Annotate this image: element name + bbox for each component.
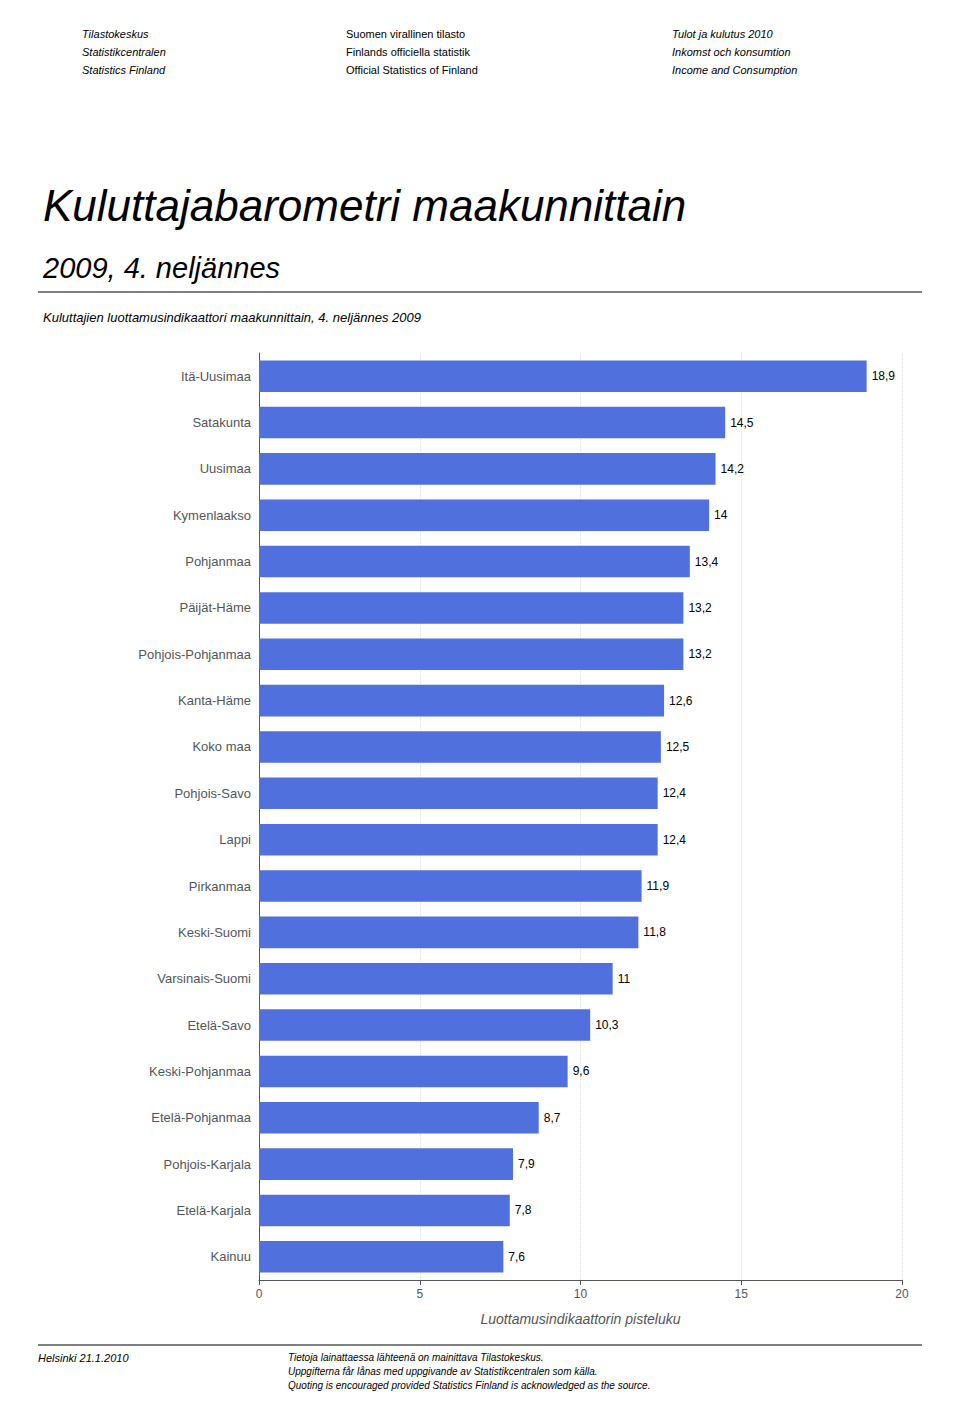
svg-text:Suomen virallinen tilasto: Suomen virallinen tilasto <box>346 28 465 40</box>
svg-text:15: 15 <box>735 1287 749 1301</box>
svg-text:Kainuu: Kainuu <box>211 1249 251 1264</box>
svg-text:Etelä-Pohjanmaa: Etelä-Pohjanmaa <box>151 1110 251 1125</box>
svg-text:20: 20 <box>895 1287 909 1301</box>
svg-text:2009, 4. neljännes: 2009, 4. neljännes <box>42 252 280 284</box>
svg-text:Pohjanmaa: Pohjanmaa <box>185 554 252 569</box>
svg-text:14,2: 14,2 <box>721 462 745 476</box>
svg-text:Itä-Uusimaa: Itä-Uusimaa <box>181 369 252 384</box>
svg-text:Etelä-Karjala: Etelä-Karjala <box>177 1203 252 1218</box>
svg-text:Luottamusindikaattorin pistelu: Luottamusindikaattorin pisteluku <box>480 1311 680 1327</box>
svg-text:11: 11 <box>618 972 631 986</box>
svg-text:0: 0 <box>256 1287 263 1301</box>
svg-text:Uusimaa: Uusimaa <box>200 461 252 476</box>
svg-text:Etelä-Savo: Etelä-Savo <box>187 1018 251 1033</box>
svg-text:Statistikcentralen: Statistikcentralen <box>82 46 166 58</box>
svg-text:7,8: 7,8 <box>515 1203 532 1217</box>
svg-text:5: 5 <box>416 1287 423 1301</box>
svg-text:10,3: 10,3 <box>595 1018 619 1032</box>
svg-text:14,5: 14,5 <box>730 416 754 430</box>
svg-text:Keski-Pohjanmaa: Keski-Pohjanmaa <box>149 1064 252 1079</box>
svg-text:Official Statistics of Finland: Official Statistics of Finland <box>346 64 478 76</box>
svg-text:10: 10 <box>574 1287 588 1301</box>
svg-text:12,4: 12,4 <box>663 786 687 800</box>
svg-text:Pohjois-Karjala: Pohjois-Karjala <box>164 1157 252 1172</box>
svg-text:11,9: 11,9 <box>647 879 670 893</box>
svg-text:Päijät-Häme: Päijät-Häme <box>179 600 251 615</box>
svg-text:Kuluttajabarometri maakunnitta: Kuluttajabarometri maakunnittain <box>43 181 686 230</box>
svg-text:Pirkanmaa: Pirkanmaa <box>189 879 252 894</box>
svg-text:12,6: 12,6 <box>669 694 693 708</box>
svg-text:7,6: 7,6 <box>508 1250 525 1264</box>
svg-text:Varsinais-Suomi: Varsinais-Suomi <box>157 971 251 986</box>
svg-text:13,4: 13,4 <box>695 555 719 569</box>
svg-text:Statistics Finland: Statistics Finland <box>82 64 166 76</box>
svg-text:Keski-Suomi: Keski-Suomi <box>178 925 251 940</box>
svg-text:Satakunta: Satakunta <box>192 415 251 430</box>
svg-text:Lappi: Lappi <box>219 832 251 847</box>
svg-text:Tulot ja kulutus 2010: Tulot ja kulutus 2010 <box>672 28 774 40</box>
svg-text:Finlands officiella statistik: Finlands officiella statistik <box>346 46 470 58</box>
svg-text:11,8: 11,8 <box>643 925 666 939</box>
svg-text:Kymenlaakso: Kymenlaakso <box>173 508 251 523</box>
svg-text:Income and Consumption: Income and Consumption <box>672 64 797 76</box>
svg-text:Helsinki 21.1.2010: Helsinki 21.1.2010 <box>38 1352 129 1364</box>
svg-text:Koko maa: Koko maa <box>192 739 251 754</box>
svg-text:Tietoja lainattaessa lähteenä: Tietoja lainattaessa lähteenä on mainitt… <box>288 1352 544 1363</box>
svg-text:Inkomst och konsumtion: Inkomst och konsumtion <box>672 46 791 58</box>
svg-text:7,9: 7,9 <box>518 1157 535 1171</box>
svg-text:12,5: 12,5 <box>666 740 690 754</box>
svg-text:Tilastokeskus: Tilastokeskus <box>82 28 149 40</box>
svg-text:13,2: 13,2 <box>688 647 712 661</box>
svg-text:Kanta-Häme: Kanta-Häme <box>178 693 251 708</box>
svg-text:Uppgifterna får lånas med uppg: Uppgifterna får lånas med uppgivande av … <box>288 1366 598 1377</box>
svg-text:Kuluttajien luottamusindikaatt: Kuluttajien luottamusindikaattori maakun… <box>43 310 421 325</box>
svg-text:9,6: 9,6 <box>573 1064 590 1078</box>
svg-text:12,4: 12,4 <box>663 833 687 847</box>
svg-text:Quoting is encouraged provided: Quoting is encouraged provided Statistic… <box>288 1380 650 1391</box>
svg-text:18,9: 18,9 <box>872 369 896 383</box>
svg-text:13,2: 13,2 <box>688 601 712 615</box>
svg-text:Pohjois-Pohjanmaa: Pohjois-Pohjanmaa <box>138 647 252 662</box>
svg-text:Pohjois-Savo: Pohjois-Savo <box>174 786 251 801</box>
svg-text:14: 14 <box>714 508 728 522</box>
svg-text:8,7: 8,7 <box>544 1111 561 1125</box>
